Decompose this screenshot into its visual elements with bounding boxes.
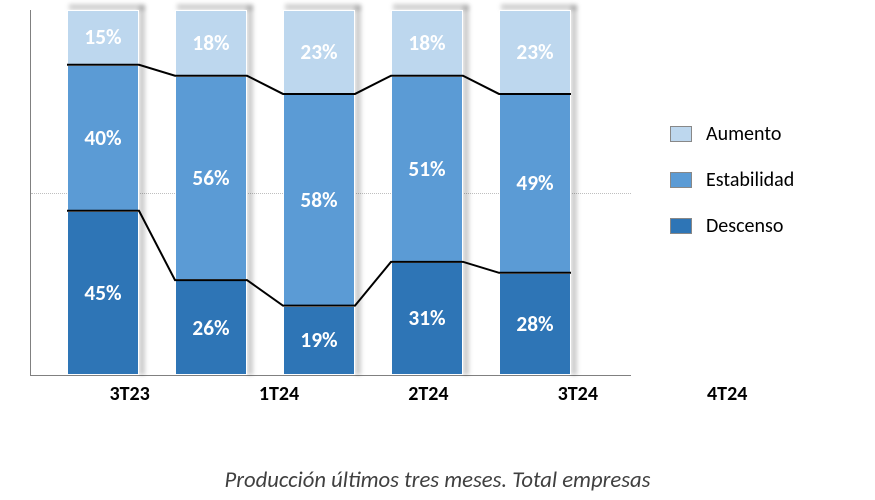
bar-shadow: [463, 6, 469, 375]
bar-label: 26%: [192, 315, 229, 341]
bar-seg-aumento: 15%: [67, 10, 139, 65]
bar-seg-estabilidad: 51%: [391, 76, 463, 262]
bar-seg-aumento: 23%: [499, 10, 571, 94]
legend-label: Aumento: [706, 122, 781, 146]
bar-shadow: [139, 6, 145, 375]
bar-group: 26% 56% 18%: [175, 10, 247, 375]
bar-group: 19% 58% 23%: [283, 10, 355, 375]
bar-seg-estabilidad: 49%: [499, 94, 571, 273]
bar-seg-aumento: 18%: [175, 10, 247, 76]
bar-label: 49%: [516, 170, 553, 196]
chart-caption: Producción últimos tres meses. Total emp…: [0, 466, 875, 494]
legend-item-estabilidad: Estabilidad: [670, 168, 850, 192]
legend-swatch-icon: [670, 218, 692, 234]
x-axis-label: 4T24: [677, 382, 777, 406]
x-axis-label: 2T24: [379, 382, 479, 406]
bar-seg-estabilidad: 58%: [283, 94, 355, 306]
bar-label: 23%: [300, 39, 337, 65]
page: 45% 40% 15% 26% 56% 18% 19% 58% 23%: [0, 0, 875, 500]
legend-label: Descenso: [706, 214, 783, 238]
bar-group: 45% 40% 15%: [67, 10, 139, 375]
bar-group: 28% 49% 23%: [499, 10, 571, 375]
x-axis-label: 3T24: [528, 382, 628, 406]
bar-shadow: [247, 6, 253, 375]
x-axis-label: 3T23: [80, 382, 180, 406]
bar-seg-aumento: 23%: [283, 10, 355, 94]
legend-label: Estabilidad: [706, 168, 794, 192]
bar-seg-estabilidad: 40%: [67, 65, 139, 211]
legend-item-aumento: Aumento: [670, 122, 850, 146]
x-axis-label: 1T24: [229, 382, 329, 406]
bar-label: 45%: [84, 280, 121, 306]
bar-label: 19%: [300, 327, 337, 353]
plot-area: 45% 40% 15% 26% 56% 18% 19% 58% 23%: [30, 10, 631, 376]
legend-swatch-icon: [670, 126, 692, 142]
bar-label: 15%: [84, 24, 121, 50]
legend: Aumento Estabilidad Descenso: [670, 100, 850, 260]
legend-swatch-icon: [670, 172, 692, 188]
bar-group: 31% 51% 18%: [391, 10, 463, 375]
bar-label: 18%: [408, 30, 445, 56]
bar-label: 31%: [408, 305, 445, 331]
bar-shadow: [355, 6, 361, 375]
legend-item-descenso: Descenso: [670, 214, 850, 238]
bar-seg-descenso: 31%: [391, 262, 463, 375]
chart: 45% 40% 15% 26% 56% 18% 19% 58% 23%: [30, 10, 860, 450]
bar-shadow: [571, 6, 577, 375]
bar-label: 28%: [516, 311, 553, 337]
bar-label: 23%: [516, 39, 553, 65]
bar-label: 51%: [408, 156, 445, 182]
bar-label: 18%: [192, 30, 229, 56]
bar-seg-aumento: 18%: [391, 10, 463, 76]
bar-label: 56%: [192, 165, 229, 191]
bar-label: 58%: [300, 187, 337, 213]
bar-label: 40%: [84, 125, 121, 151]
bar-seg-descenso: 26%: [175, 280, 247, 375]
caption-text: Producción últimos tres meses. Total emp…: [224, 466, 650, 494]
bar-seg-descenso: 45%: [67, 211, 139, 375]
bar-seg-estabilidad: 56%: [175, 76, 247, 280]
bar-seg-descenso: 19%: [283, 306, 355, 375]
bar-seg-descenso: 28%: [499, 273, 571, 375]
